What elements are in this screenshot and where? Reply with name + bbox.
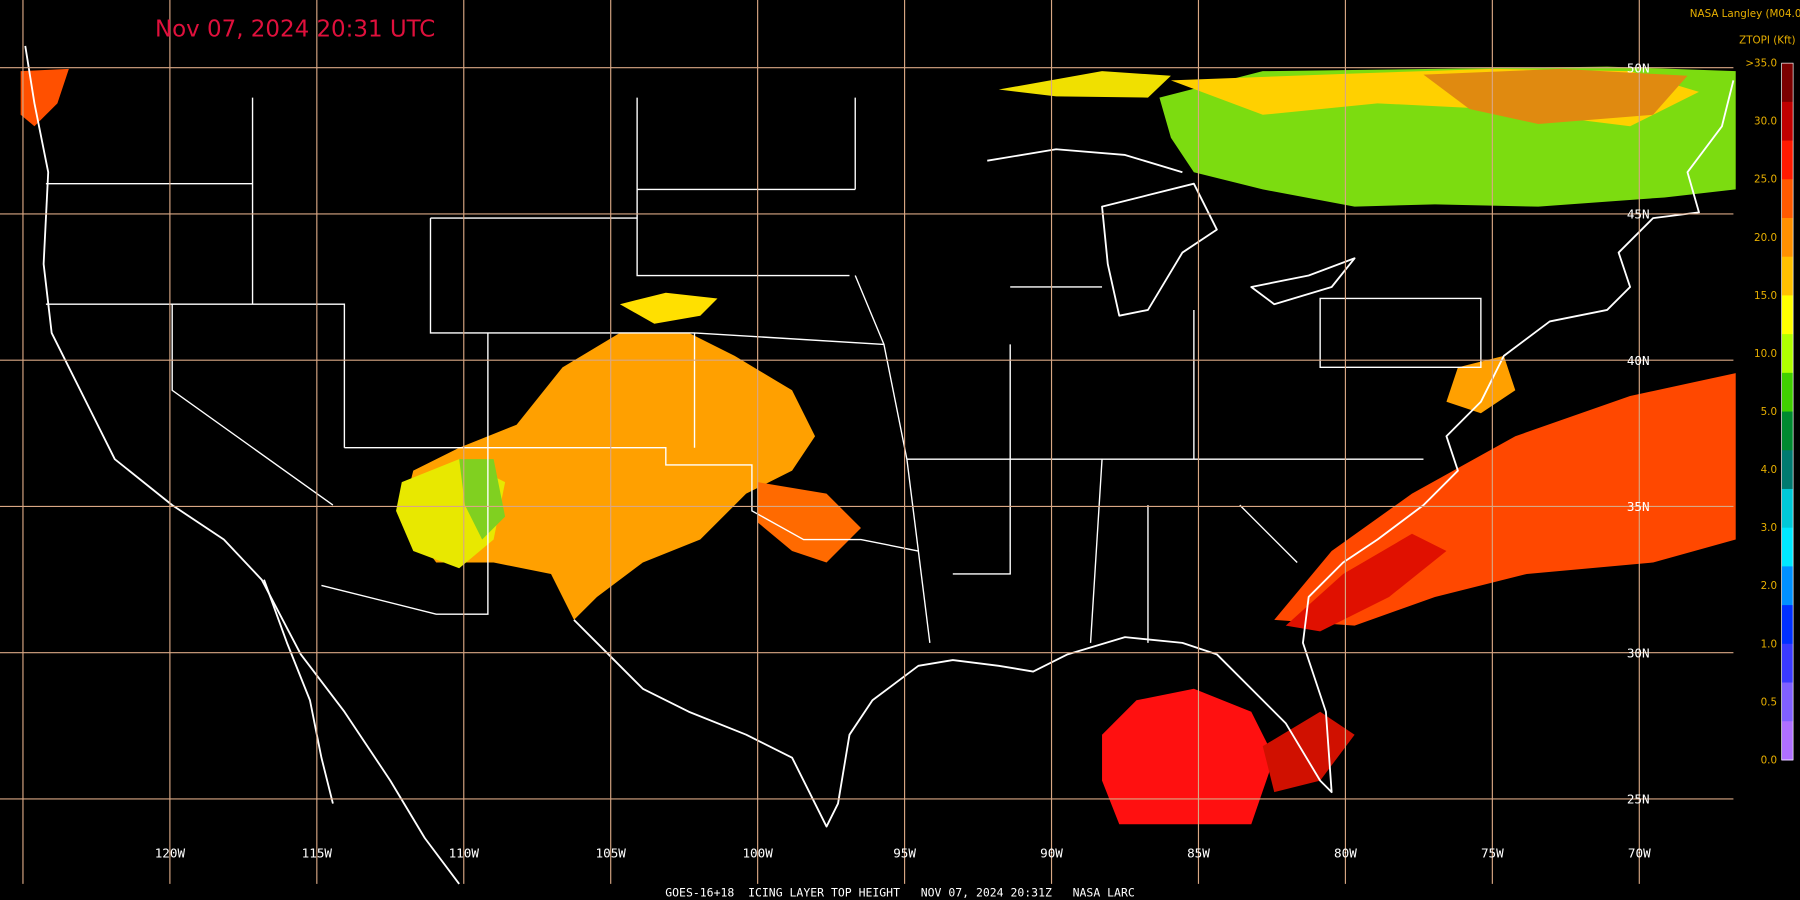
coastline xyxy=(263,579,334,804)
colorbar-swatch xyxy=(1781,295,1794,335)
cloud-region xyxy=(401,332,816,620)
colorbar-swatch xyxy=(1781,179,1794,219)
longitude-label: 90W xyxy=(1040,846,1063,861)
longitude-label: 115W xyxy=(302,846,333,861)
cloud-region xyxy=(1262,711,1355,793)
colorbar-label: 1.0 xyxy=(1761,638,1777,650)
cloud-region xyxy=(1285,533,1447,632)
colorbar-label: 3.0 xyxy=(1761,522,1777,534)
colorbar-swatch xyxy=(1781,256,1794,296)
colorbar-label: 20.0 xyxy=(1754,232,1777,244)
colorbar-swatch xyxy=(1781,101,1794,142)
longitude-label: 95W xyxy=(893,846,916,861)
colorbar-label: 25.0 xyxy=(1754,174,1777,186)
cloud-region xyxy=(1102,688,1275,825)
colorbar: >35.0 30.0 25.0 20.0 15.0 10.0 5.0 4.0 3.0 2.0 1.0… xyxy=(1745,58,1794,766)
latitude-label: 35N xyxy=(1627,499,1650,514)
colorbar-swatch xyxy=(1781,682,1794,722)
colorbar-swatch xyxy=(1781,334,1794,374)
colorbar-swatch xyxy=(1781,527,1794,567)
colorbar-swatch xyxy=(1781,566,1794,606)
graticule-labels: 50N 45N 40N 35N 30N 25N 120W 115W 110W 105W 100W 95… xyxy=(155,60,1651,860)
lake-shore xyxy=(1101,182,1218,317)
cloud-region xyxy=(757,482,861,563)
colorbar-swatch xyxy=(1781,721,1794,761)
longitude-label: 110W xyxy=(449,846,480,861)
colorbar-swatch xyxy=(1781,488,1794,529)
cloud-region xyxy=(1446,355,1516,414)
colorbar-swatch xyxy=(1781,643,1794,684)
cloud-layer xyxy=(20,66,1736,825)
latitude-label: 40N xyxy=(1627,353,1650,368)
colorbar-label: 15.0 xyxy=(1754,290,1777,302)
cloud-region xyxy=(1423,68,1688,124)
colorbar-label: 5.0 xyxy=(1761,406,1777,418)
colorbar-swatch xyxy=(1781,217,1794,258)
latitude-label: 45N xyxy=(1627,207,1650,222)
colorbar-swatch xyxy=(1781,372,1794,413)
coastline xyxy=(24,45,460,885)
cloud-region xyxy=(20,68,69,127)
source-label: NASA Langley (M04.0) xyxy=(1690,8,1800,20)
colorbar-swatch xyxy=(1781,450,1794,490)
coastline xyxy=(573,80,1735,828)
colorbar-label: 4.0 xyxy=(1761,464,1777,476)
colorbar-label: 2.0 xyxy=(1761,580,1777,592)
latitude-label: 30N xyxy=(1627,645,1650,660)
latitude-label: 50N xyxy=(1627,60,1650,75)
lake-shore xyxy=(1250,257,1356,306)
longitude-label: 105W xyxy=(596,846,627,861)
latitude-label: 25N xyxy=(1627,792,1650,807)
cloud-region xyxy=(459,459,506,540)
lake-shore xyxy=(987,148,1183,174)
graticule xyxy=(0,0,1734,884)
product-label: ZTOPI (Kft) xyxy=(1739,35,1795,47)
cloud-region xyxy=(619,292,718,324)
colorbar-swatch xyxy=(1781,63,1794,103)
colorbar-label: 10.0 xyxy=(1754,348,1777,360)
colorbar-swatch xyxy=(1781,605,1794,645)
colorbar-label: >35.0 xyxy=(1745,58,1777,70)
colorbar-label: 0.0 xyxy=(1761,754,1777,766)
colorbar-frame xyxy=(1781,62,1794,761)
colorbar-swatch xyxy=(1781,140,1794,180)
coastlines xyxy=(24,45,1735,885)
state-borders xyxy=(45,97,1482,643)
longitude-label: 100W xyxy=(742,846,773,861)
footer-caption: GOES-16+18 ICING LAYER TOP HEIGHT NOV 07… xyxy=(665,886,1135,900)
longitude-label: 85W xyxy=(1187,846,1210,861)
longitude-label: 80W xyxy=(1334,846,1357,861)
colorbar-swatch xyxy=(1781,411,1794,451)
timestamp-title: Nov 07, 2024 20:31 UTC xyxy=(155,17,435,43)
state-border xyxy=(45,97,1482,643)
colorbar-label: 30.0 xyxy=(1754,116,1777,128)
longitude-label: 70W xyxy=(1628,846,1651,861)
cloud-region xyxy=(998,71,1171,98)
longitude-label: 75W xyxy=(1481,846,1504,861)
colorbar-label: 0.5 xyxy=(1761,696,1777,708)
longitude-label: 120W xyxy=(155,846,186,861)
